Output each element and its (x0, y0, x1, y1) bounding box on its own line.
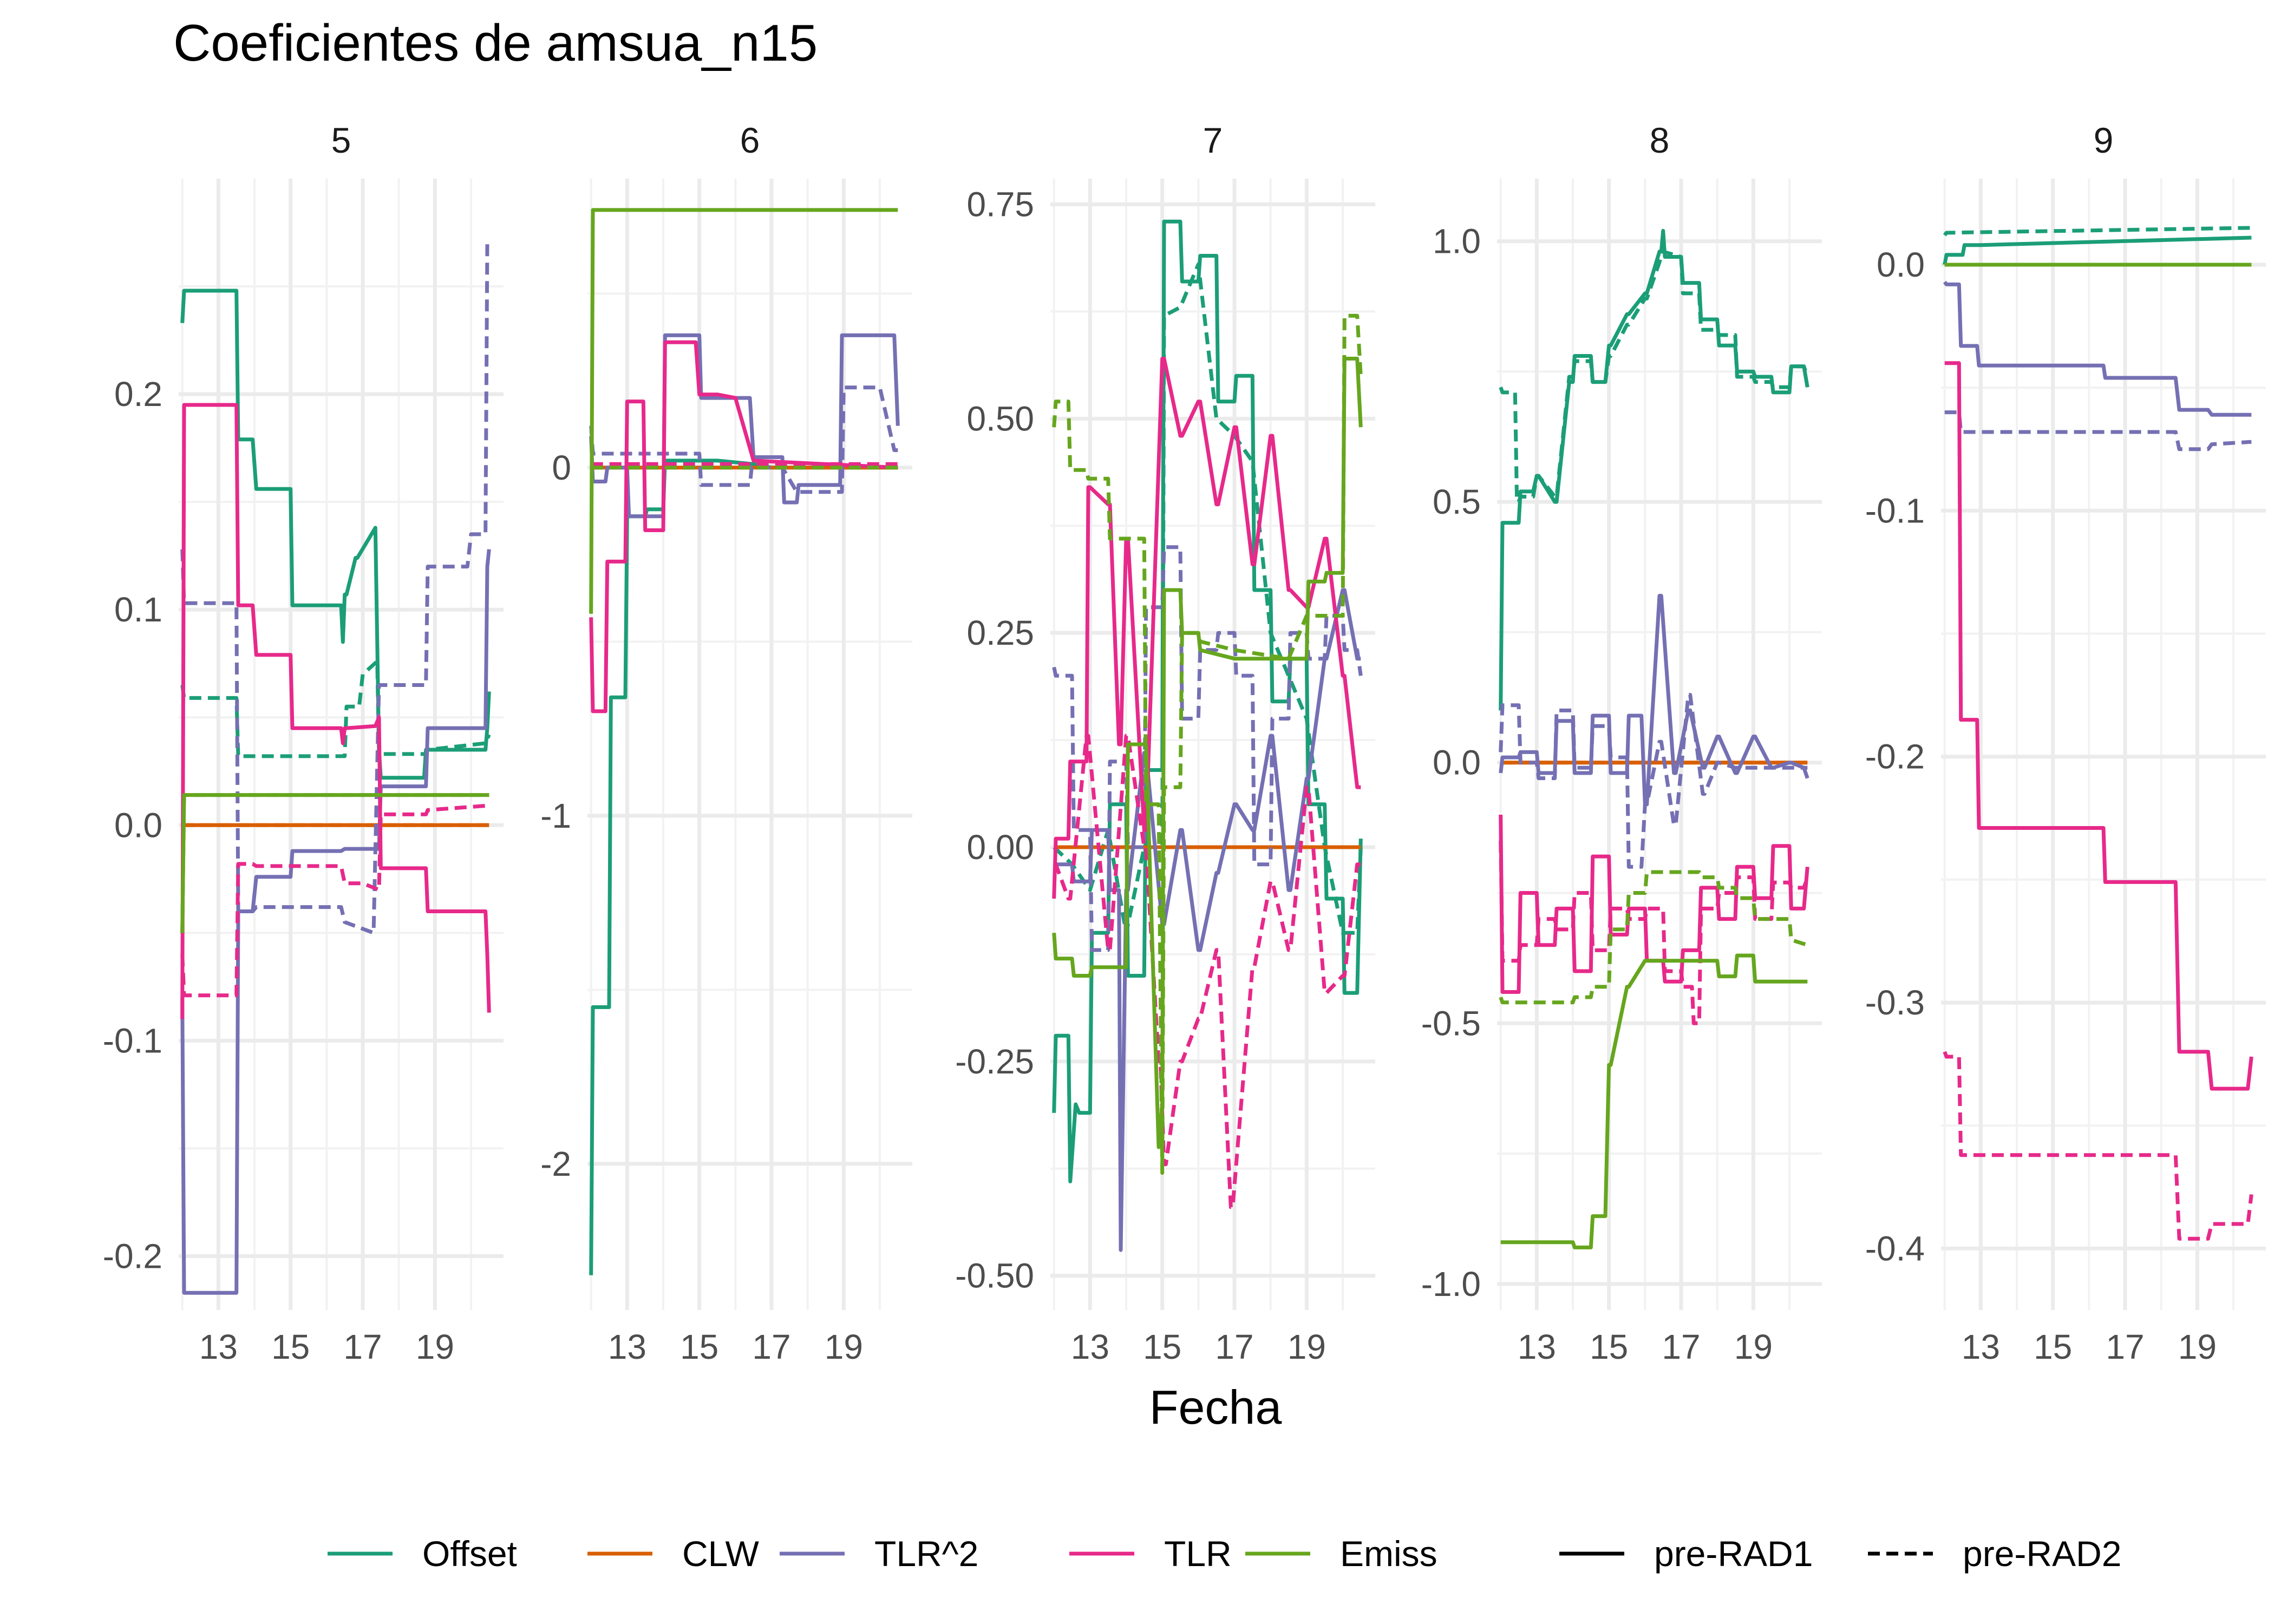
series-line-emiss-pre-rad2 (1499, 870, 1808, 1005)
y-tick-label: 0.5 (1433, 482, 1481, 521)
facet-panel-6: 6 -2 -1 0 13 15 17 19 (540, 120, 912, 1366)
facet-strip-label: 5 (331, 120, 351, 160)
series-line-tlr-pre-rad1 (1944, 361, 2253, 1091)
x-tick-label: 13 (1071, 1327, 1109, 1366)
y-tick-label: -0.50 (955, 1256, 1034, 1295)
y-tick-label: -1 (540, 796, 571, 835)
series-line-emiss-pre-rad2 (1052, 313, 1363, 1175)
series-line-offset-pre-rad1 (1499, 228, 1809, 711)
series-line-tlr-pre-rad2 (1943, 1051, 2253, 1241)
x-tick-label: 13 (1518, 1327, 1556, 1366)
x-tick-label: 19 (416, 1327, 454, 1366)
y-tick-label: -0.2 (103, 1236, 162, 1275)
x-tick-label: 19 (825, 1327, 863, 1366)
facet-strip-label: 7 (1203, 120, 1223, 160)
facet-panel-8: 8 -1.0 -0.5 0.0 0.5 1.0 13 15 17 19 (1421, 120, 1822, 1366)
facet-panels: 5 -0.2 -0.1 0.0 0.1 0.2 13 15 17 19 6 -2 -1 0 13 15 17 19… (103, 120, 2266, 1366)
facet-strip-label: 9 (2094, 120, 2114, 160)
legend-label-tlr2: TLR^2 (874, 1534, 978, 1574)
y-tick-label: -0.5 (1421, 1004, 1481, 1043)
y-tick-label: -0.4 (1865, 1229, 1925, 1268)
facet-panel-9: 9 -0.4 -0.3 -0.2 -0.1 0.0 13 15 17 19 (1865, 120, 2266, 1366)
x-tick-label: 15 (2034, 1327, 2072, 1366)
x-tick-label: 15 (1143, 1327, 1181, 1366)
series-line-offset-pre-rad2 (1943, 226, 2252, 237)
y-tick-label: 0.1 (114, 590, 162, 629)
series-line-tlr2-pre-rad2 (1944, 410, 2252, 451)
y-tick-label: -0.1 (1865, 491, 1925, 530)
y-tick-label: -0.1 (103, 1021, 162, 1060)
x-tick-label: 19 (1288, 1327, 1326, 1366)
y-tick-label: 1.0 (1433, 222, 1481, 261)
legend-label-emiss: Emiss (1340, 1534, 1437, 1574)
series-line-tlr-pre-rad2 (180, 800, 491, 998)
x-tick-label: 13 (1962, 1327, 2000, 1366)
x-tick-label: 19 (2178, 1327, 2217, 1366)
legend-label-clw: CLW (682, 1534, 759, 1574)
y-tick-label: 0.0 (1877, 245, 1925, 284)
x-tick-label: 17 (1215, 1327, 1253, 1366)
series-line-tlr2-pre-rad1 (1943, 280, 2252, 417)
y-tick-label: 0.75 (966, 185, 1034, 224)
chart-title: Coeficientes de amsua_n15 (173, 14, 818, 72)
x-tick-label: 17 (343, 1327, 382, 1366)
legend-label-pre-rad2: pre-RAD2 (1963, 1534, 2121, 1574)
series-line-tlr-pre-rad1 (180, 403, 491, 1019)
y-tick-label: -0.2 (1865, 737, 1925, 776)
series-line-tlr2-pre-rad2 (1052, 545, 1363, 952)
y-tick-label: -1.0 (1421, 1265, 1481, 1304)
x-tick-label: 17 (1662, 1327, 1700, 1366)
legend: Offset CLW TLR^2 TLR Emiss pre-RAD1 pre-RAD2 (328, 1534, 2121, 1574)
y-tick-label: -0.3 (1865, 983, 1925, 1022)
x-tick-label: 13 (608, 1327, 646, 1366)
x-tick-label: 15 (680, 1327, 718, 1366)
facet-strip-label: 8 (1650, 120, 1670, 160)
x-tick-label: 15 (1590, 1327, 1628, 1366)
series-line-tlr2-pre-rad2 (180, 241, 489, 935)
facet-panel-7: 7 -0.50 -0.25 0.00 0.25 0.50 0.75 13 15 17 19 (955, 120, 1375, 1366)
x-axis-label: Fecha (1149, 1380, 1282, 1434)
y-tick-label: -0.25 (955, 1042, 1034, 1081)
y-tick-label: 0.50 (966, 399, 1034, 438)
x-tick-label: 19 (1734, 1327, 1773, 1366)
series-line-offset-pre-rad2 (1499, 250, 1809, 504)
y-tick-label: 0 (552, 448, 571, 487)
series-line-offset-pre-rad1 (1943, 235, 2252, 265)
y-tick-label: 0.25 (966, 613, 1034, 652)
x-tick-label: 15 (271, 1327, 310, 1366)
x-tick-label: 17 (2106, 1327, 2144, 1366)
facet-panel-5: 5 -0.2 -0.1 0.0 0.1 0.2 13 15 17 19 (103, 120, 504, 1366)
y-tick-label: 0.0 (1433, 743, 1481, 782)
legend-label-pre-rad1: pre-RAD1 (1654, 1534, 1813, 1574)
series-line-emiss-pre-rad2 (180, 793, 489, 933)
y-tick-label: 0.0 (114, 806, 162, 844)
legend-label-offset: Offset (422, 1534, 517, 1574)
y-tick-label: -2 (540, 1144, 571, 1183)
y-tick-label: 0.2 (114, 375, 162, 414)
facet-strip-label: 6 (740, 120, 760, 160)
legend-label-tlr: TLR (1164, 1534, 1232, 1574)
x-tick-label: 13 (199, 1327, 238, 1366)
series-line-emiss-pre-rad1 (589, 208, 898, 614)
x-tick-label: 17 (752, 1327, 790, 1366)
series-line-tlr2-pre-rad2 (1499, 693, 1808, 869)
series-line-tlr-pre-rad1 (589, 340, 898, 713)
series-line-tlr2-pre-rad1 (180, 549, 491, 1295)
series-line-emiss-pre-rad1 (1500, 953, 1808, 1249)
y-tick-label: 0.00 (966, 828, 1034, 867)
